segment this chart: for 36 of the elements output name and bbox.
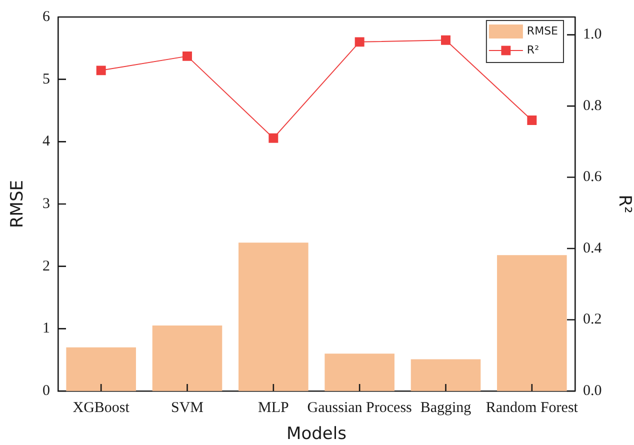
bar — [66, 347, 136, 391]
y2-tick-label: 0.6 — [583, 169, 602, 186]
x-tick-label: Bagging — [420, 400, 472, 416]
bar — [152, 326, 222, 391]
x-tick-label: Random Forest — [486, 400, 579, 416]
y2-tick-label: 0.2 — [583, 312, 602, 328]
y2-tick-label: 1.0 — [583, 26, 602, 43]
x-tick-label: SVM — [170, 400, 204, 416]
y2-tick-label: 0.0 — [583, 382, 602, 399]
y-tick-label: 1 — [42, 320, 50, 337]
point — [354, 37, 364, 47]
y2-axis-title: R² — [614, 194, 634, 214]
x-tick-label: Gaussian Process — [307, 400, 412, 416]
point — [268, 133, 278, 143]
legend-label: RMSE — [526, 24, 558, 38]
x-axis-title: Models — [286, 424, 347, 444]
y-tick-label: 3 — [42, 196, 50, 212]
bar — [410, 359, 481, 391]
y-tick-label: 2 — [42, 258, 50, 274]
point — [527, 116, 537, 126]
x-tick-label: MLP — [258, 400, 289, 416]
y-axis-title: RMSE — [8, 180, 28, 228]
bar — [238, 242, 308, 391]
y2-tick-label: 0.4 — [583, 240, 602, 256]
point — [182, 51, 192, 61]
y-tick-label: 5 — [42, 71, 50, 88]
legend-label: R² — [526, 43, 539, 56]
point — [441, 35, 450, 45]
x-tick-label: XGBoost — [72, 400, 130, 416]
y-tick-label: 6 — [42, 8, 50, 25]
bar — [497, 255, 567, 391]
y-tick-label: 4 — [42, 134, 50, 150]
point — [96, 66, 106, 76]
y2-tick-label: 0.8 — [583, 98, 602, 114]
bar — [324, 354, 394, 391]
y-tick-label: 0 — [42, 382, 50, 399]
